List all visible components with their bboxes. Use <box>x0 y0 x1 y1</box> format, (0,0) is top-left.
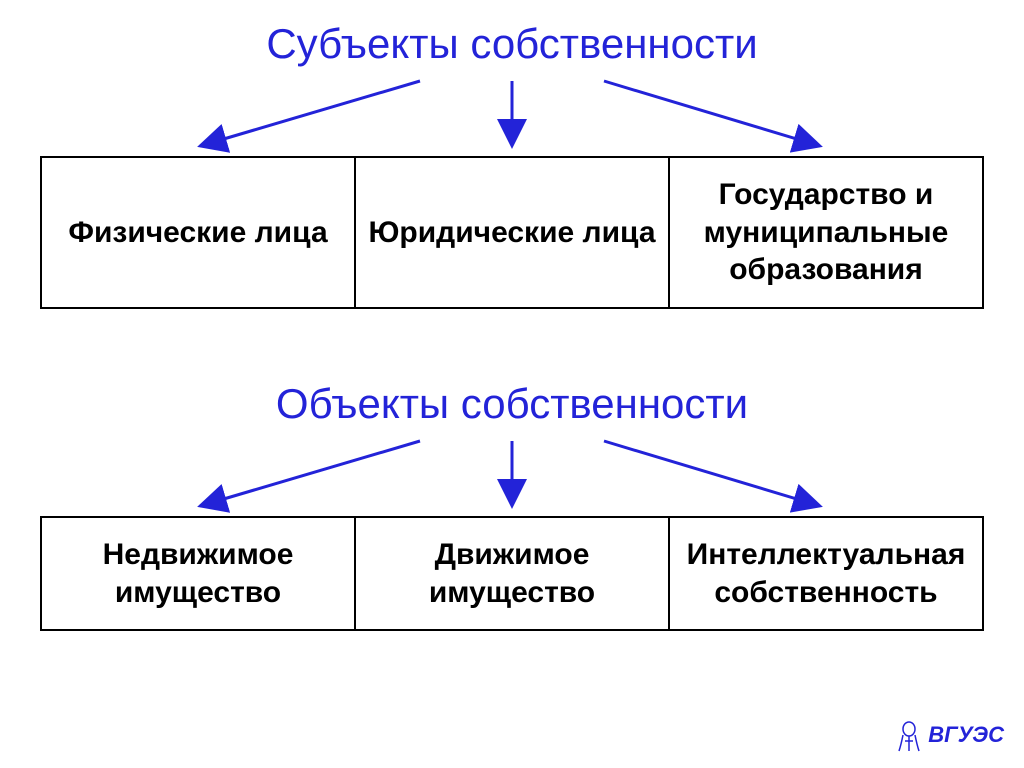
arrow-line <box>604 441 820 506</box>
logo-text: ВГУЭС <box>928 722 1004 748</box>
logo-icon <box>895 717 923 753</box>
objects-title: Объекты собственности <box>0 380 1024 428</box>
arrows-svg-1 <box>0 76 1024 156</box>
cell-physical: Физические лица <box>42 158 356 307</box>
subjects-title: Субъекты собственности <box>0 20 1024 68</box>
objects-section: Объекты собственности Недвижимое имущест… <box>0 380 1024 631</box>
logo: ВГУЭС <box>895 717 1004 753</box>
objects-table: Недвижимое имущество Движимое имущество … <box>40 516 984 631</box>
arrow-line <box>200 441 420 506</box>
subjects-table: Физические лица Юридические лица Государ… <box>40 156 984 309</box>
cell-legal: Юридические лица <box>356 158 670 307</box>
cell-state: Государство и муниципальные образования <box>670 158 982 307</box>
cell-immovable: Недвижимое имущество <box>42 518 356 629</box>
cell-movable: Движимое имущество <box>356 518 670 629</box>
subjects-arrows <box>0 76 1024 156</box>
arrows-svg-2 <box>0 436 1024 516</box>
arrow-line <box>200 81 420 146</box>
subjects-section: Субъекты собственности Физические лица Ю… <box>0 20 1024 309</box>
objects-arrows <box>0 436 1024 516</box>
arrow-line <box>604 81 820 146</box>
cell-intellectual: Интеллектуальная собственность <box>670 518 982 629</box>
